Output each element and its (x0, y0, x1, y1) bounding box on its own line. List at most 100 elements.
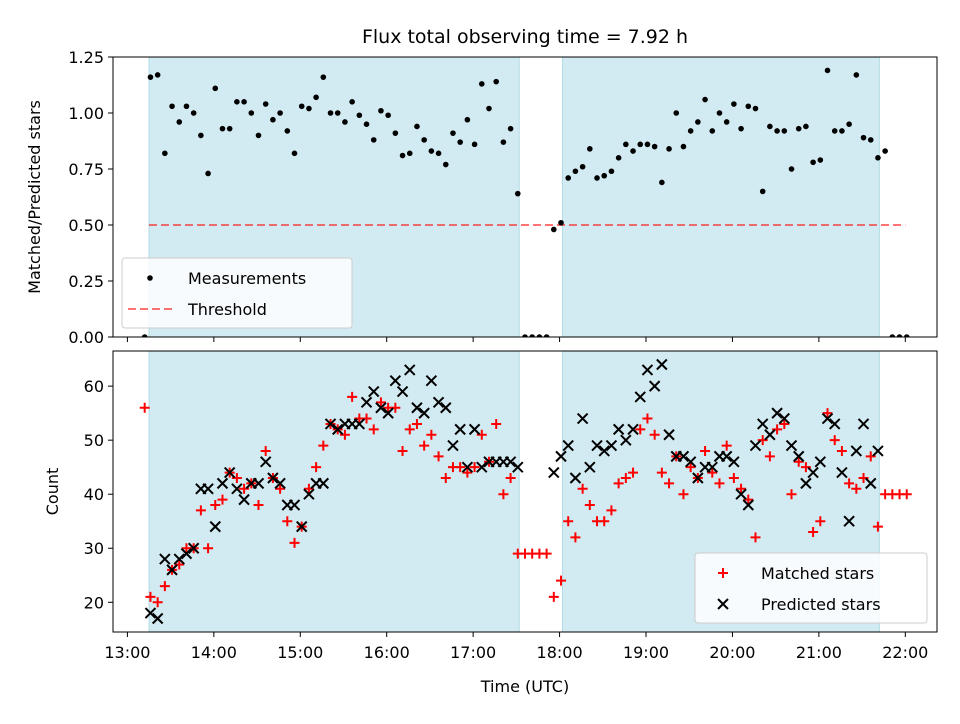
measurement-point (406, 150, 413, 157)
measurement-point (219, 125, 226, 132)
predicted-point (223, 466, 236, 479)
predicted-point (332, 423, 344, 436)
predicted-point (468, 423, 481, 436)
predicted-point (735, 488, 747, 500)
matched-point (368, 424, 379, 435)
predicted-point (418, 407, 430, 419)
predicted-point (764, 429, 776, 441)
matched-point (469, 462, 480, 473)
matched-point (318, 440, 329, 451)
predicted-point (584, 461, 596, 473)
matched-point (426, 429, 437, 440)
predicted-point (504, 456, 517, 468)
predicted-point (785, 439, 798, 452)
measurement-point (803, 123, 809, 130)
predicted-point (663, 429, 675, 441)
matched-point (397, 445, 408, 456)
observing-interval-2 (561, 56, 880, 338)
measurement-point (651, 143, 658, 150)
predicted-point (829, 418, 841, 430)
x-tick-label: 18:00 (537, 643, 583, 662)
measurement-point (601, 172, 608, 179)
measurement-point (903, 334, 910, 337)
predicted-point (771, 407, 783, 419)
matched-point (145, 591, 156, 602)
predicted-point (512, 461, 524, 473)
predicted-point (447, 439, 459, 452)
matched-point (476, 429, 487, 440)
measurement-point (356, 112, 363, 119)
matched-point (865, 451, 876, 462)
predicted-point (252, 477, 265, 490)
y-tick-label: 0.25 (68, 272, 104, 291)
predicted-point (404, 364, 416, 376)
measurement-point (320, 74, 327, 80)
legend-label: Threshold (187, 300, 267, 319)
predicted-point (360, 396, 373, 409)
measurement-point (141, 334, 148, 337)
matched-point (275, 483, 286, 494)
matched-point (743, 494, 754, 505)
measurement-point (284, 128, 291, 134)
predicted-point (324, 418, 337, 430)
predicted-point (375, 402, 387, 414)
x-tick-label: 17:00 (450, 643, 496, 662)
predicted-point (353, 418, 366, 430)
measurement-point (788, 166, 795, 172)
measurement-point (565, 175, 572, 181)
measurement-point (558, 219, 564, 226)
predicted-point (555, 450, 567, 463)
measurement-point (486, 105, 492, 112)
predicted-point (612, 423, 625, 436)
legend: Matched stars Predicted stars (694, 552, 928, 624)
predicted-point (620, 434, 632, 446)
measurement-point (169, 103, 175, 110)
measurement-point (687, 128, 694, 134)
matched-point (260, 445, 271, 456)
measurement-point (759, 188, 766, 195)
measurement-point (183, 103, 190, 110)
measurement-point (644, 141, 651, 148)
measurement-point (752, 105, 759, 112)
measurement-point (824, 67, 831, 74)
legend-marker-matched (718, 568, 728, 578)
predicted-point (173, 553, 185, 565)
measurement-point (745, 103, 752, 110)
predicted-point (303, 488, 315, 500)
plot-frame (112, 350, 938, 633)
matched-point (649, 429, 660, 440)
measurement-point (529, 334, 536, 337)
matched-point (844, 478, 855, 489)
matched-point (556, 575, 567, 586)
predicted-point (857, 418, 870, 430)
measurement-point (781, 128, 788, 134)
measurement-point (839, 128, 845, 134)
measurement-point (255, 132, 262, 139)
matched-point (217, 494, 228, 505)
plot-frame (112, 56, 938, 338)
matched-point (375, 397, 386, 408)
predicted-point (267, 472, 279, 484)
matched-point (419, 440, 430, 451)
measurement-point (551, 226, 557, 233)
measurement-point (615, 155, 622, 161)
matched-point (613, 478, 624, 489)
predicted-point (756, 418, 769, 430)
matched-point (282, 516, 293, 527)
measurement-point (860, 134, 867, 141)
measurement-point (702, 96, 708, 103)
measurement-point (695, 119, 701, 125)
matched-point (664, 478, 675, 489)
predicted-point (216, 477, 229, 490)
measurement-point (738, 125, 744, 132)
measurement-point (147, 74, 154, 80)
x-tick-label: 16:00 (364, 643, 410, 662)
y-tick-label: 60 (84, 377, 104, 396)
x-axis-label: Time (UTC) (480, 677, 569, 696)
measurement-point (291, 150, 298, 157)
measurement-point (731, 101, 737, 107)
measurement-point (673, 110, 680, 116)
measurement-point (587, 146, 593, 152)
matched-point (139, 402, 150, 413)
